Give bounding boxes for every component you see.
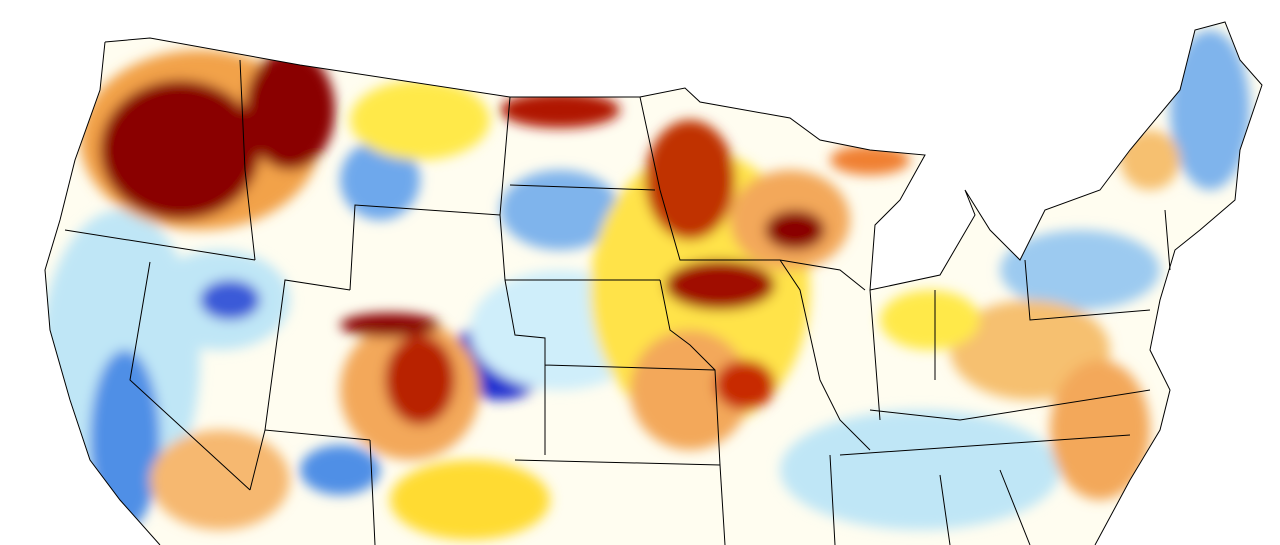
blob [500,170,620,250]
blob [385,335,455,425]
blobs [45,30,1250,540]
blob [340,313,440,337]
blob [100,80,260,220]
blob [500,92,620,128]
blob [300,445,380,495]
blob [390,460,550,540]
blob [340,140,420,220]
blob [630,330,750,450]
blob [715,360,775,410]
blob [1000,230,1160,310]
blob [645,120,735,240]
country-outline [44,21,1263,545]
blob [780,410,1060,530]
blob [150,430,290,530]
blob [830,145,910,175]
blob [880,290,980,350]
blob [1050,360,1150,500]
blob [245,50,335,170]
blob [665,260,775,310]
blob [200,280,260,320]
blob [765,210,825,250]
blob [1120,130,1180,190]
blob [350,80,490,160]
borders [44,21,1263,545]
blob [1170,30,1250,190]
state-borders [64,59,1171,545]
